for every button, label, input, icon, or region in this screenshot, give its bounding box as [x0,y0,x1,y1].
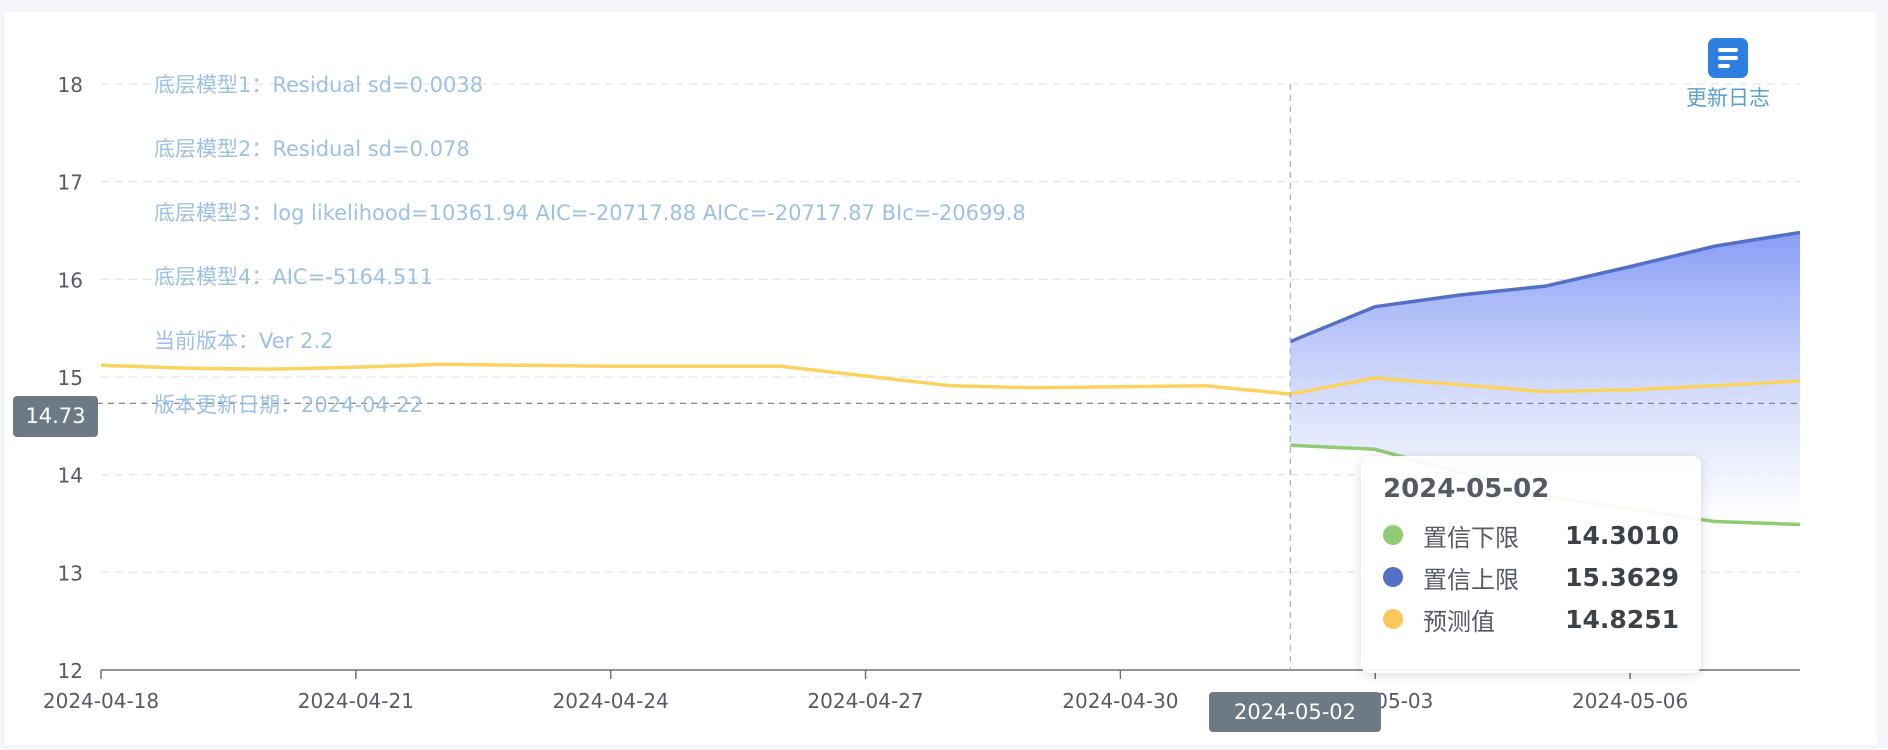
model-info-line: 底层模型2：Residual sd=0.078 [154,137,470,161]
legend-dot-icon [1383,525,1403,545]
tooltip-series-name: 置信上限 [1423,565,1519,594]
x-tick-label: 2024-04-21 [298,689,414,713]
tooltip-date: 2024-05-02 [1383,474,1550,504]
model-info-line: 当前版本：Ver 2.2 [154,329,333,353]
changelog-label: 更新日志 [1686,86,1770,110]
y-tick-label: 12 [58,659,83,683]
model-info-line: 底层模型4：AIC=-5164.511 [154,265,433,289]
forecast-line [100,362,1801,396]
x-axis-pointer-label: 2024-05-02 [1209,692,1381,732]
tooltip-series-value: 14.8251 [1565,604,1679,634]
y-tick-label: 17 [58,171,83,195]
y-tick-label: 14 [58,464,83,488]
upper-bound-line [1289,230,1801,344]
y-tick-label: 15 [58,366,83,390]
y-axis-pointer-label: 14.73 [13,396,98,437]
tooltip-series-name: 置信下限 [1423,523,1519,552]
legend-dot-icon [1383,567,1403,587]
tooltip-row-forecast: 预测值 14.8251 [1383,598,1679,640]
tooltip-series-value: 14.3010 [1565,520,1679,550]
y-tick-label: 16 [58,268,83,292]
tooltip-series-name: 预测值 [1423,607,1495,636]
data-tooltip: 2024-05-02 置信下限 14.3010 置信上限 15.3629 预测值… [1361,456,1701,673]
crosshair [75,84,1800,670]
model-info-line: 版本更新日期：2024-04-22 [154,393,423,417]
document-list-icon [1708,38,1748,78]
x-axis: 2024-04-18 2024-04-21 2024-04-24 2024-04-27… [43,669,1800,713]
confidence-band-area [1290,232,1800,525]
x-tick-label: 2024-05-06 [1572,689,1688,713]
x-tick-label: 2024-04-30 [1062,689,1178,713]
y-tick-label: 18 [58,73,83,97]
model-info-line: 底层模型1：Residual sd=0.0038 [154,73,483,97]
changelog-button[interactable]: 更新日志 [1673,38,1783,128]
x-tick-label: 2024-04-27 [807,689,923,713]
model-info-line: 底层模型3：log likelihood=10361.94 AIC=-20717… [154,201,1026,225]
y-tick-label: 13 [58,561,83,585]
x-tick-label: 2024-04-18 [43,689,159,713]
chart-panel: 12 13 14 15 16 17 18 2024-04-18 2024-04-21 2024-… [5,12,1877,745]
grid-lines: 12 13 14 15 16 17 18 [58,73,1800,683]
confidence-band [1290,232,1800,525]
tooltip-series-value: 15.3629 [1565,562,1679,592]
tooltip-row-lower: 置信下限 14.3010 [1383,514,1679,556]
model-info-annotations: 底层模型1：Residual sd=0.0038 底层模型2：Residual s… [154,73,1026,417]
legend-dot-icon [1383,609,1403,629]
x-tick-label: 2024-04-24 [553,689,669,713]
tooltip-row-upper: 置信上限 15.3629 [1383,556,1679,598]
